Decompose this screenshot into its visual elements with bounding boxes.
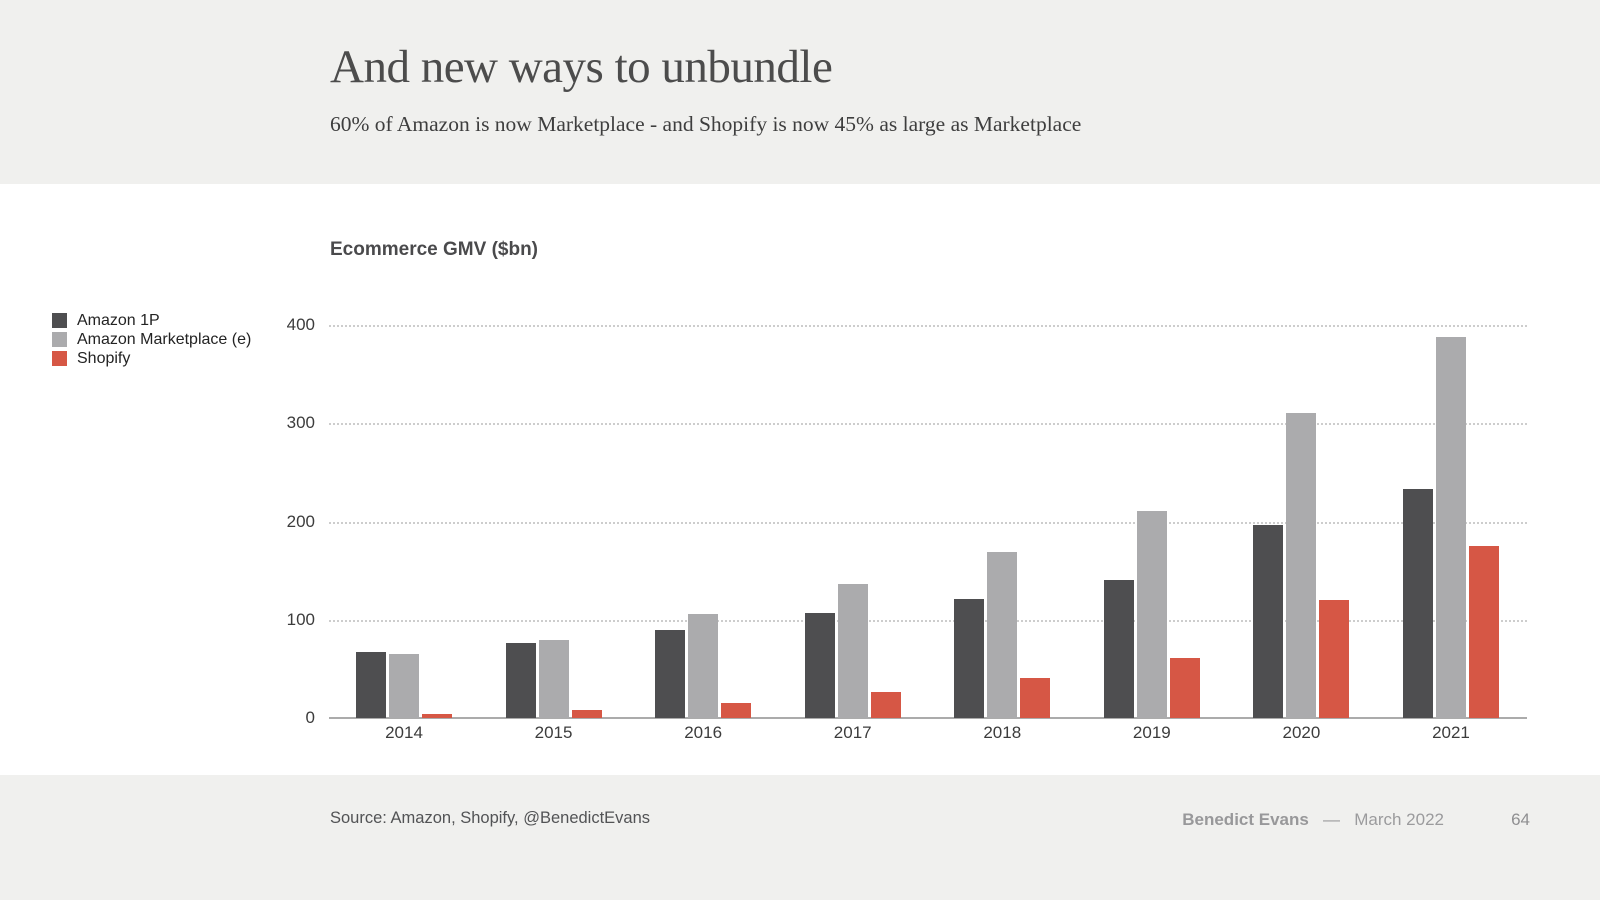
footer-band <box>0 775 1600 900</box>
bar-amazon-1p-2014 <box>356 652 386 718</box>
legend-swatch-amazon-1p <box>52 313 67 328</box>
bar-amazon-marketplace-e-2019 <box>1136 511 1167 718</box>
y-axis-labels: 0 100 200 300 400 <box>250 315 315 727</box>
footer-spacer <box>1340 810 1349 829</box>
legend-swatch-amazon-marketplace-e <box>52 332 67 347</box>
bar-amazon-1p-2018 <box>954 599 985 718</box>
gridline-200 <box>329 521 1527 524</box>
bar-amazon-marketplace-e-2021 <box>1435 337 1466 718</box>
y-tick-label-0: 0 <box>305 708 315 727</box>
bar-group-2020 <box>1253 413 1350 718</box>
chart-legend: Amazon 1P Amazon Marketplace (e) Shopify <box>52 311 251 368</box>
chart-plot-area <box>329 325 1527 719</box>
footer-date: March 2022 <box>1354 810 1444 829</box>
x-tick-label-2018: 2018 <box>983 723 1022 742</box>
bar-shopify-2021 <box>1468 546 1499 718</box>
slide-title: And new ways to unbundle <box>330 41 833 93</box>
x-tick-label-2015: 2015 <box>534 723 573 742</box>
x-tick-label-2017: 2017 <box>833 723 872 742</box>
chart-title: Ecommerce GMV ($bn) <box>330 239 538 260</box>
legend-item-amazon-marketplace-e: Amazon Marketplace (e) <box>52 330 251 349</box>
header-band <box>0 0 1600 184</box>
bar-shopify-2015 <box>571 710 602 718</box>
bar-group-2014 <box>356 652 452 718</box>
bar-shopify-2018 <box>1020 678 1051 718</box>
gridline-100 <box>329 619 1527 622</box>
bar-group-2021 <box>1402 337 1499 718</box>
x-axis-line <box>329 717 1527 719</box>
y-tick-label-400: 400 <box>286 315 315 334</box>
bar-shopify-2019 <box>1169 658 1200 718</box>
x-axis-labels: 2014 2015 2016 2017 2018 2019 2020 2021 <box>329 723 1527 749</box>
y-tick-label-100: 100 <box>286 609 315 629</box>
bar-group-2018 <box>954 552 1051 718</box>
x-tick-label-2020: 2020 <box>1282 723 1321 742</box>
x-tick-label-2019: 2019 <box>1132 723 1171 742</box>
bar-amazon-marketplace-e-2018 <box>987 552 1018 718</box>
bar-amazon-1p-2016 <box>655 630 686 718</box>
bar-amazon-marketplace-e-2014 <box>389 654 419 718</box>
footer-credit: Benedict Evans — March 2022 <box>1182 810 1444 830</box>
bar-shopify-2020 <box>1319 600 1350 718</box>
legend-swatch-shopify <box>52 351 67 366</box>
bar-amazon-1p-2015 <box>505 643 536 718</box>
legend-item-shopify: Shopify <box>52 349 251 368</box>
bar-amazon-marketplace-e-2020 <box>1286 413 1317 718</box>
bar-amazon-1p-2017 <box>804 613 835 718</box>
bar-shopify-2014 <box>422 714 452 718</box>
gridline-300 <box>329 423 1527 426</box>
legend-item-amazon-1p: Amazon 1P <box>52 311 251 330</box>
bar-group-2019 <box>1103 511 1200 718</box>
bar-group-2015 <box>505 640 602 718</box>
legend-label-amazon-1p: Amazon 1P <box>77 311 160 329</box>
bar-amazon-1p-2020 <box>1253 525 1284 718</box>
bar-amazon-marketplace-e-2015 <box>538 640 569 718</box>
bar-amazon-marketplace-e-2016 <box>688 614 719 718</box>
y-tick-label-200: 200 <box>286 511 315 531</box>
bar-group-2016 <box>655 614 752 718</box>
x-tick-label-2016: 2016 <box>684 723 723 742</box>
page-number: 64 <box>1511 810 1530 829</box>
footer-author: Benedict Evans <box>1182 810 1309 829</box>
y-tick-label-300: 300 <box>286 413 315 433</box>
legend-label-shopify: Shopify <box>77 349 131 367</box>
slide-subtitle: 60% of Amazon is now Marketplace - and S… <box>330 112 1082 136</box>
footer-separator <box>1314 810 1323 829</box>
bar-shopify-2016 <box>721 703 752 718</box>
bar-group-2017 <box>804 584 901 718</box>
source-note: Source: Amazon, Shopify, @BenedictEvans <box>330 809 651 827</box>
x-tick-label-2021: 2021 <box>1432 723 1470 742</box>
bar-amazon-marketplace-e-2017 <box>837 584 868 718</box>
legend-label-amazon-marketplace-e: Amazon Marketplace (e) <box>77 330 252 348</box>
footer-dash: — <box>1323 810 1341 829</box>
bar-amazon-1p-2021 <box>1402 489 1433 718</box>
gridline-400 <box>329 325 1527 327</box>
bar-shopify-2017 <box>870 692 901 718</box>
x-tick-label-2014: 2014 <box>385 723 423 742</box>
bar-amazon-1p-2019 <box>1103 580 1134 718</box>
